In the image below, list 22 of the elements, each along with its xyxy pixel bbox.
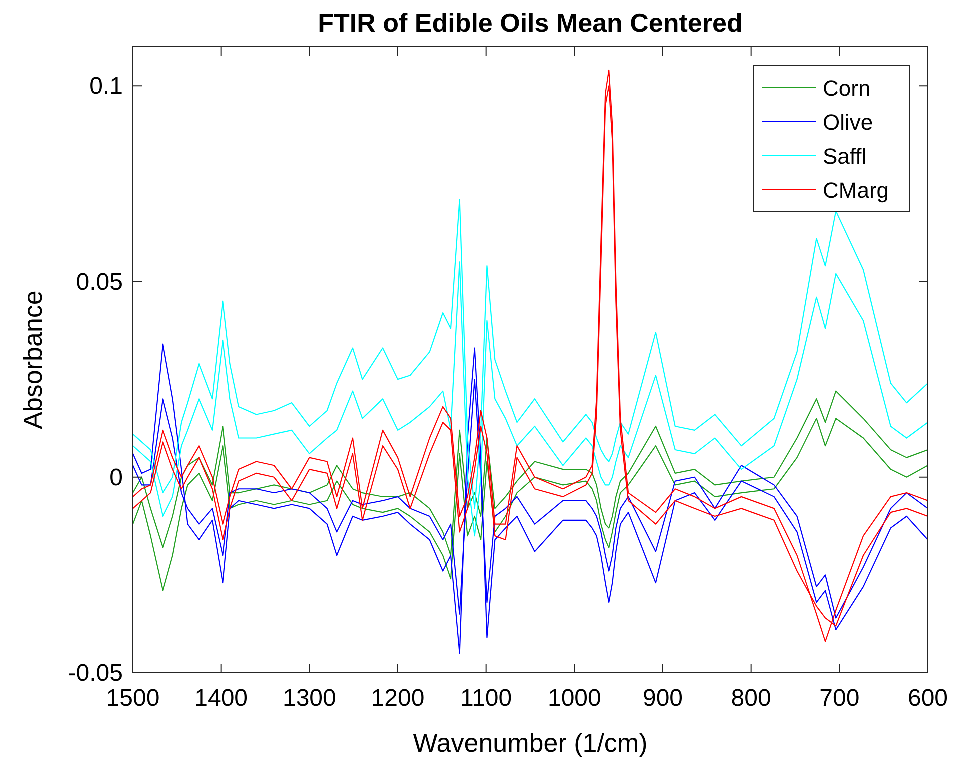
legend-label: Corn — [823, 76, 871, 101]
x-tick-label: 900 — [642, 685, 684, 712]
y-tick-label: 0.1 — [90, 73, 123, 100]
legend-label: Olive — [823, 110, 874, 135]
x-tick-label: 700 — [820, 685, 860, 712]
y-tick-label: 0 — [110, 464, 123, 492]
x-tick-label: 1400 — [194, 685, 248, 712]
chart-title: FTIR of Edible Oils Mean Centered — [318, 8, 743, 38]
x-tick-label: 1000 — [548, 685, 602, 712]
legend-label: CMarg — [823, 178, 890, 203]
x-tick-label: 800 — [731, 685, 772, 712]
x-tick-label: 1500 — [106, 685, 160, 712]
x-axis-title: Wavenumber (1/cm) — [413, 728, 648, 758]
x-tick-label: 1200 — [371, 685, 425, 712]
y-tick-label: 0.05 — [76, 268, 123, 296]
line-series — [133, 344, 928, 654]
x-tick-label: 600 — [908, 685, 948, 712]
y-axis-title: Absorbance — [18, 290, 48, 430]
legend-label: Saffl — [823, 144, 867, 169]
y-tick-label: -0.05 — [68, 660, 123, 687]
x-tick-label: 1100 — [460, 685, 512, 712]
x-tick-label: 1300 — [282, 685, 336, 712]
